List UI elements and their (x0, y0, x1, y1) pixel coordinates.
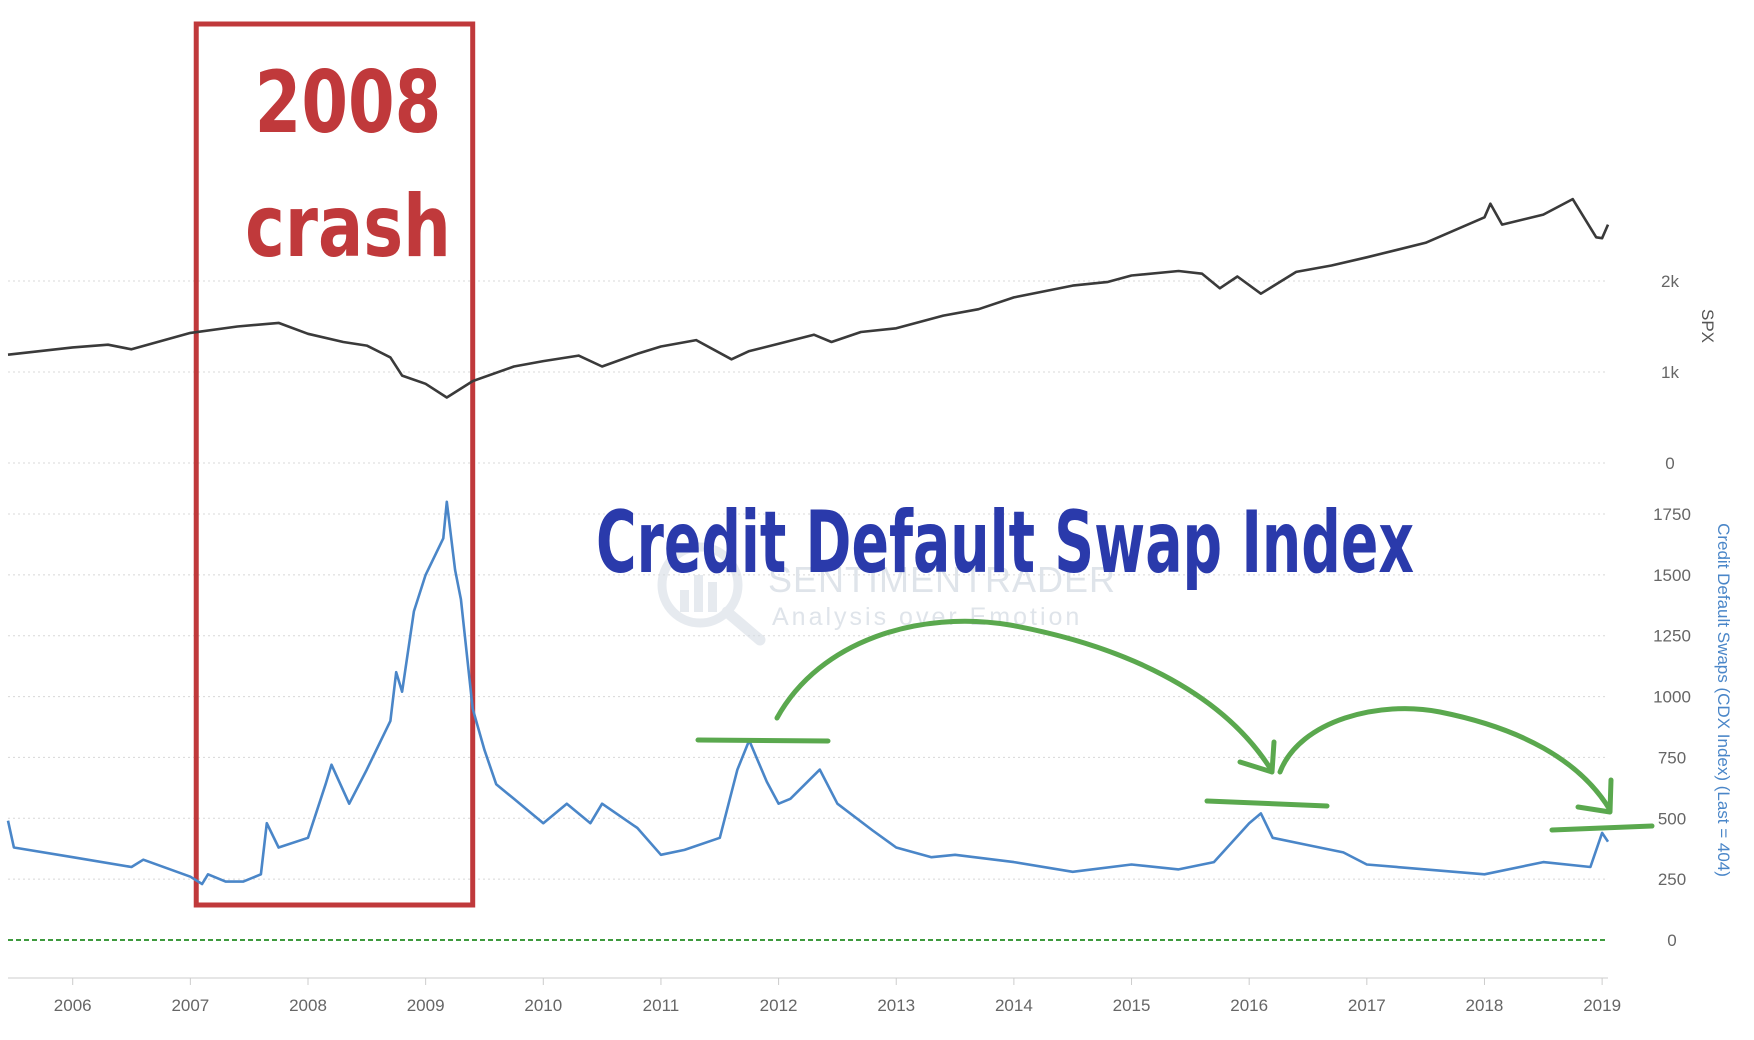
spx-tick-label: 0 (1665, 454, 1674, 473)
arrow-curve-2016-2019 (1277, 706, 1613, 813)
cdx-tick-label: 1000 (1653, 688, 1691, 707)
axes: 0 1k 2k 0 250 500 750 1000 1250 1500 1750 2006 2007 2… (8, 272, 1733, 1015)
x-tick-label: 2008 (289, 996, 327, 1015)
hand-drawn-marks (695, 618, 1655, 833)
arrow-head-2016 (1237, 739, 1277, 775)
crash-year-label: 2008 (255, 53, 442, 153)
arrow-head-2019 (1575, 777, 1614, 815)
x-tick-label: 2016 (1230, 996, 1268, 1015)
x-tick-label: 2019 (1583, 996, 1621, 1015)
x-tick-label: 2009 (407, 996, 445, 1015)
peak-line-2019 (1549, 823, 1655, 833)
arrow-curve-2012-2016 (774, 618, 1273, 771)
peak-line-2012 (695, 737, 831, 744)
annotations: 2008 crash Credit Default Swap Index (245, 53, 1655, 833)
x-tick-label: 2006 (54, 996, 92, 1015)
x-tick-label: 2017 (1348, 996, 1386, 1015)
watermark-logo-icon (657, 542, 766, 646)
spx-tick-label: 1k (1661, 363, 1679, 382)
crash-highlight-box (193, 21, 476, 908)
x-tick-label: 2018 (1466, 996, 1504, 1015)
cdx-title-annotation: Credit Default Swap Index (596, 493, 1414, 593)
cdx-axis-title: Credit Default Swaps (CDX Index) (Last =… (1714, 523, 1733, 877)
x-tick-label: 2011 (643, 996, 680, 1015)
cdx-tick-label: 1500 (1653, 566, 1691, 585)
x-tick-label: 2013 (877, 996, 915, 1015)
cdx-tick-label: 1750 (1653, 505, 1691, 524)
cdx-line (6, 500, 1610, 886)
peak-line-2016 (1204, 798, 1330, 809)
cdx-tick-label: 500 (1658, 809, 1686, 828)
cdx-tick-label: 750 (1658, 748, 1686, 767)
plot-area (6, 21, 1610, 941)
spx-axis-title: SPX (1698, 309, 1717, 343)
spx-tick-label: 2k (1661, 272, 1679, 291)
x-tick-label: 2010 (524, 996, 562, 1015)
grid-lines (8, 280, 1608, 880)
watermark-tagline: Analysis over Emotion (772, 603, 1082, 631)
watermark-title: SENTIMENTRADER (768, 559, 1116, 600)
cdx-tick-label: 0 (1667, 931, 1676, 950)
x-tick-label: 2014 (995, 996, 1033, 1015)
x-tick-label: 2007 (171, 996, 209, 1015)
x-tick-label: 2015 (1113, 996, 1151, 1015)
crash-word-label: crash (245, 177, 451, 277)
cdx-tick-label: 250 (1658, 870, 1686, 889)
x-tick-label: 2012 (760, 996, 798, 1015)
cdx-tick-label: 1250 (1653, 627, 1691, 646)
spx-line (7, 197, 1610, 399)
